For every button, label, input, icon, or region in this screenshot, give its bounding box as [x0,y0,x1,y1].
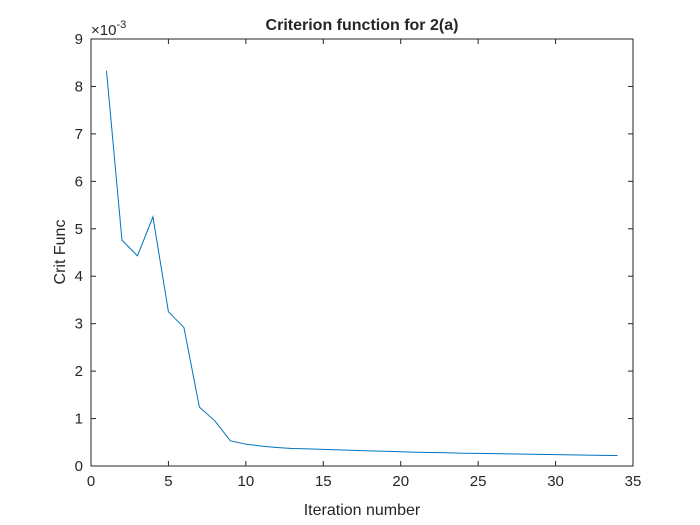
y-tick-label: 3 [75,316,83,333]
x-axis-label: Iteration number [304,502,421,519]
x-tick-label: 35 [625,473,642,490]
y-axis-label: Crit Func [52,220,69,285]
y-multiplier-exponent: -3 [116,19,126,31]
y-tick-label: 2 [75,363,83,380]
plot-area [91,39,633,466]
y-multiplier-base: ×10 [91,22,116,39]
x-tick-label: 15 [315,473,332,490]
y-tick-label: 1 [75,411,83,428]
y-tick-label: 8 [75,78,83,95]
y-axis-multiplier: ×10-3 [91,19,126,39]
y-tick-label: 9 [75,31,83,48]
x-tick-label: 10 [238,473,255,490]
axes-box [90,38,634,467]
x-axis-ticks: 0 5 10 15 20 25 30 35 [87,39,642,490]
y-tick-label: 7 [75,126,83,143]
x-tick-label: 0 [87,473,95,490]
x-tick-label: 25 [470,473,487,490]
x-tick-label: 20 [392,473,409,490]
y-tick-label: 6 [75,173,83,190]
y-tick-label: 0 [75,458,83,475]
y-tick-label: 5 [75,221,83,238]
chart-title: Criterion function for 2(a) [266,17,459,34]
series-line [105,70,618,457]
y-tick-label: 4 [75,268,83,285]
x-tick-label: 5 [164,473,172,490]
y-axis-ticks: 0 1 2 3 4 5 6 7 8 9 [75,31,633,475]
x-tick-label: 30 [547,473,564,490]
